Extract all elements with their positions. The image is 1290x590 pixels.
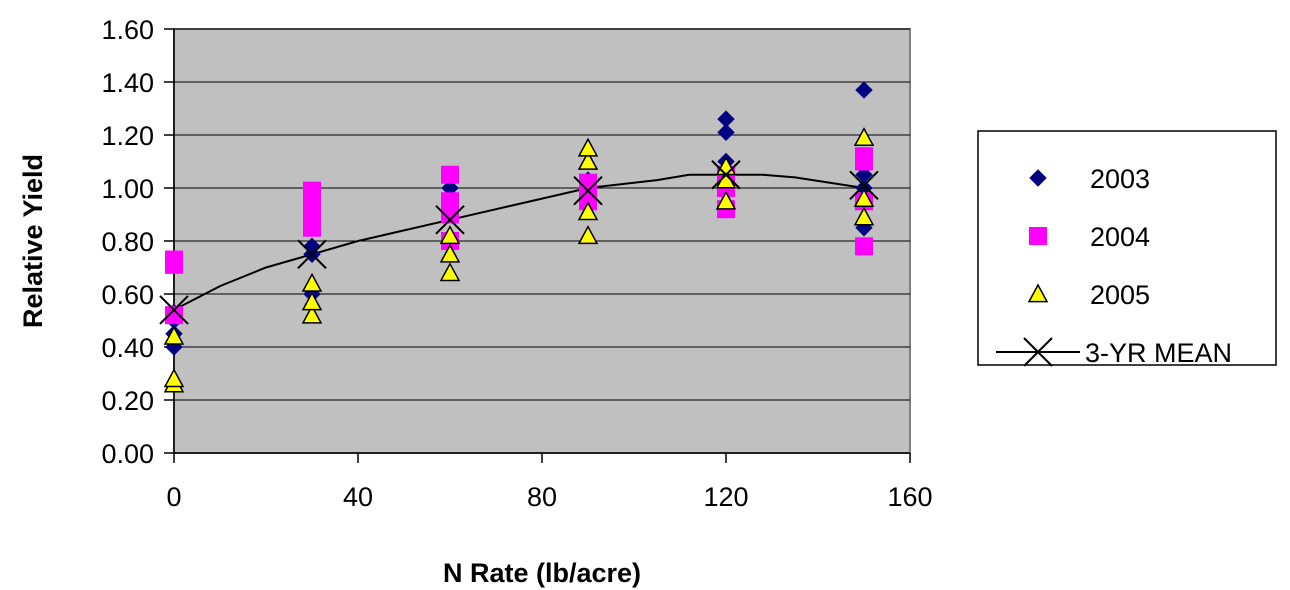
mean-marker [711, 160, 741, 190]
x-axis-title: N Rate (lb/acre) [443, 558, 641, 588]
point-2003 [855, 166, 873, 184]
mean-markers [159, 160, 879, 325]
point-2005 [577, 225, 599, 245]
point-2003 [855, 81, 873, 99]
point-2004 [855, 237, 873, 256]
point-2005 [163, 325, 185, 345]
legend-label: 3-YR MEAN [1085, 338, 1232, 368]
mean-marker [573, 175, 603, 206]
point-2005 [301, 291, 323, 311]
y-tick-labels: 0.00 0.20 0.40 0.60 0.80 1.00 1.20 1.40 1.60 [101, 15, 174, 469]
x-tick-label: 0 [166, 482, 181, 512]
legend: 2003 2004 2005 3-YR MEAN [977, 130, 1277, 368]
point-2005 [577, 137, 599, 157]
x-tick-label: 80 [527, 482, 557, 512]
mean-marker-stroke [573, 175, 603, 206]
mean-marker-stroke [849, 170, 879, 201]
legend-label: 2003 [1090, 164, 1150, 194]
y-axis-title: Relative Yield [18, 154, 48, 328]
point-2005 [853, 127, 875, 147]
point-2005 [163, 368, 185, 388]
point-2005 [301, 272, 323, 292]
point-2004 [855, 147, 873, 166]
point-2005 [439, 225, 461, 245]
gridlines [174, 28, 910, 401]
y-tick-label: 1.60 [101, 15, 154, 45]
y-tick-label: 0.00 [101, 439, 154, 469]
mean-curve [173, 173, 865, 311]
mean-marker [849, 170, 879, 201]
legend-marker [1027, 283, 1049, 303]
mean-marker-stroke [297, 239, 327, 269]
legend-marker [1029, 169, 1047, 187]
point-2005 [439, 262, 461, 282]
point-2003 [717, 123, 735, 142]
y-tick-label: 1.00 [101, 174, 154, 204]
point-2004 [303, 181, 321, 200]
point-2004 [441, 165, 459, 184]
x-tick-labels: 0 40 80 120 160 [166, 453, 933, 512]
data-points [163, 81, 875, 393]
point-2005 [715, 190, 737, 210]
mean-marker [159, 295, 189, 325]
y-tick-label: 0.80 [101, 227, 154, 257]
legend-label: 2004 [1090, 222, 1150, 252]
mean-marker-stroke [711, 160, 741, 190]
y-tick-label: 0.40 [101, 333, 154, 363]
legend-marker [1029, 227, 1047, 245]
point-2004 [165, 306, 183, 325]
legend-box [977, 130, 1277, 366]
point-2004 [579, 173, 597, 192]
legend-label: 2005 [1090, 280, 1150, 310]
mean-marker [435, 205, 465, 235]
y-tick-label: 0.60 [101, 280, 154, 310]
mean-marker [297, 239, 327, 269]
y-tick-label: 1.20 [101, 121, 154, 151]
legend-marker-stroke [1023, 337, 1053, 367]
mean-line [173, 173, 865, 311]
x-tick-label: 160 [887, 482, 932, 512]
y-tick-label: 0.20 [101, 386, 154, 416]
mean-marker-stroke [159, 295, 189, 325]
point-2005 [577, 201, 599, 221]
point-2004 [441, 192, 459, 211]
point-2005 [439, 243, 461, 263]
point-2005 [577, 150, 599, 170]
point-2003 [717, 110, 735, 128]
y-tick-label: 1.40 [101, 68, 154, 98]
point-2005 [853, 206, 875, 226]
x-tick-label: 40 [343, 482, 373, 512]
point-2005 [853, 188, 875, 207]
point-2004 [165, 250, 183, 269]
legend-marker [1023, 337, 1053, 367]
point-2005 [301, 304, 323, 324]
mean-marker-stroke [435, 205, 465, 235]
x-tick-label: 120 [703, 482, 748, 512]
